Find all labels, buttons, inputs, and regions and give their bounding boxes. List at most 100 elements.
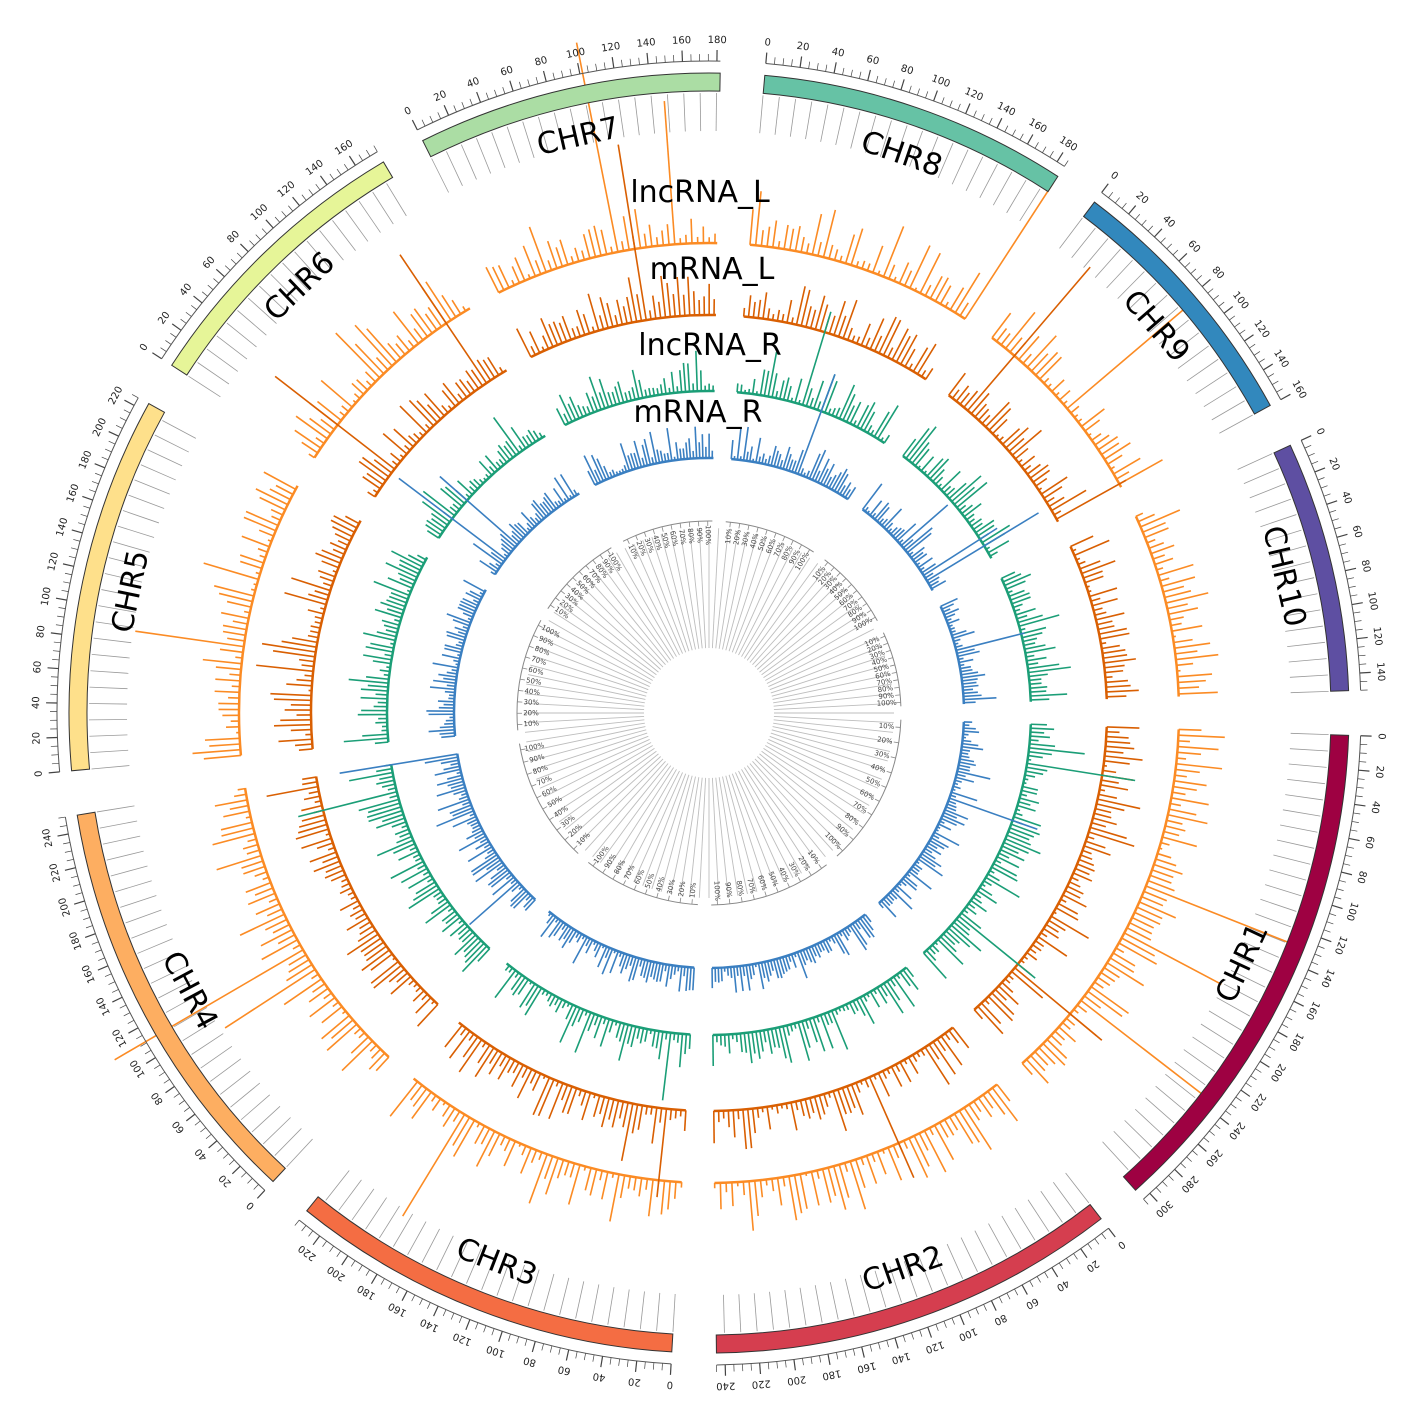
tick-chr3 [491, 1328, 495, 1336]
histogram-bar [422, 490, 456, 517]
histogram-bar [417, 554, 427, 561]
tick-chr10 [1341, 551, 1349, 555]
track-baseline [713, 1026, 954, 1113]
histogram-bar [366, 676, 389, 681]
histogram-bar [620, 1103, 634, 1162]
histogram-bar [763, 370, 770, 396]
histogram-bar [804, 1019, 810, 1029]
histogram-bar [359, 925, 374, 935]
tick-chr6 [207, 284, 214, 290]
tick-chr2 [793, 1359, 796, 1371]
histogram-bar [441, 735, 456, 739]
histogram-bar [617, 144, 648, 321]
tick-chr2 [844, 1350, 847, 1358]
tick-chr4 [205, 1133, 212, 1139]
outer-spoke [106, 850, 144, 861]
tick-chr1 [1307, 969, 1319, 975]
tick-chr6 [358, 154, 363, 161]
histogram-bar [135, 630, 244, 648]
chromosome-band-chr2 [715, 1203, 1102, 1354]
outer-spoke [1135, 1108, 1164, 1136]
histogram-bar [1170, 802, 1182, 807]
histogram-bar [1051, 489, 1087, 512]
tick-chr10 [1339, 543, 1346, 546]
outer-spoke [1285, 625, 1323, 632]
tick-label-chr9: 40 [1160, 214, 1177, 231]
histogram-bar [850, 228, 864, 266]
histogram-bar [1029, 686, 1048, 689]
histogram-bar [240, 560, 263, 570]
histogram-bar [648, 224, 653, 247]
histogram-bar [783, 224, 789, 250]
tick-chr1 [1277, 1031, 1288, 1038]
outer-spoke [1106, 259, 1133, 289]
outer-spoke [147, 449, 183, 467]
tick-label-chr9: 160 [1289, 379, 1308, 401]
tick-label-chr1: 20 [1373, 765, 1385, 779]
histogram-bar [363, 654, 392, 661]
histogram-bar [408, 399, 435, 427]
tick-chr4 [108, 981, 116, 985]
histogram-bar [309, 851, 337, 863]
histogram-bar [762, 1030, 767, 1043]
tick-chr3 [433, 1305, 439, 1317]
histogram-bar [786, 1025, 791, 1036]
outer-spoke [206, 348, 239, 372]
histogram-bar [396, 972, 409, 983]
inner-spoke [749, 568, 826, 663]
histogram-bar [400, 867, 428, 884]
outer-spoke [1158, 319, 1189, 345]
inner-spoke [543, 742, 652, 798]
tick-chr7 [586, 65, 589, 73]
histogram-bar [818, 1095, 826, 1115]
histogram-bar [577, 404, 584, 418]
histogram-bar [943, 1119, 955, 1136]
histogram-bar [577, 1009, 585, 1023]
histogram-bar [817, 458, 830, 483]
inner-spoke [722, 776, 748, 895]
inner-spoke [773, 683, 892, 704]
percent-arc [547, 547, 612, 609]
outer-spoke [1282, 609, 1321, 617]
histogram-bar [485, 266, 500, 294]
histogram-bar [820, 468, 829, 485]
histogram-bar [1075, 867, 1090, 876]
histogram-bar [674, 1109, 677, 1119]
inner-spoke [689, 777, 703, 898]
histogram-bar [229, 673, 241, 676]
outer-spoke [286, 1138, 313, 1168]
histogram-bar [770, 445, 777, 466]
percent-tick [528, 645, 534, 649]
histogram-bar [908, 1137, 929, 1178]
histogram-bar [604, 947, 611, 959]
histogram-bar [454, 382, 468, 398]
histogram-bar [759, 1030, 764, 1052]
percent-label: 80% [734, 880, 745, 897]
histogram-bar [962, 684, 979, 688]
tick-label-chr9: 80 [1209, 265, 1226, 282]
histogram-bar [1106, 726, 1140, 729]
tick-chr1 [1350, 829, 1358, 832]
percent-tick [573, 845, 578, 850]
histogram-bar [473, 478, 482, 487]
histogram-bar [441, 916, 461, 933]
histogram-bar [462, 597, 479, 607]
histogram-bar [1163, 830, 1180, 837]
histogram-bar [772, 959, 780, 979]
inner-spoke [757, 756, 847, 838]
histogram-bar [996, 1083, 1011, 1102]
outer-spoke [874, 1270, 887, 1308]
histogram-bar [647, 1179, 654, 1217]
tick-label-chr10: 60 [1350, 524, 1364, 539]
inner-spoke [772, 726, 891, 752]
percent-label: 50% [660, 532, 672, 549]
histogram-bar [782, 446, 791, 470]
outer-spoke [110, 865, 148, 877]
histogram-bar [548, 995, 556, 1007]
tick-chr2 [869, 1344, 873, 1352]
histogram-bar [626, 296, 633, 323]
histogram-bar [274, 375, 396, 470]
histogram-bar [951, 389, 960, 399]
tick-chr8 [782, 58, 785, 66]
outer-spoke [476, 138, 492, 174]
